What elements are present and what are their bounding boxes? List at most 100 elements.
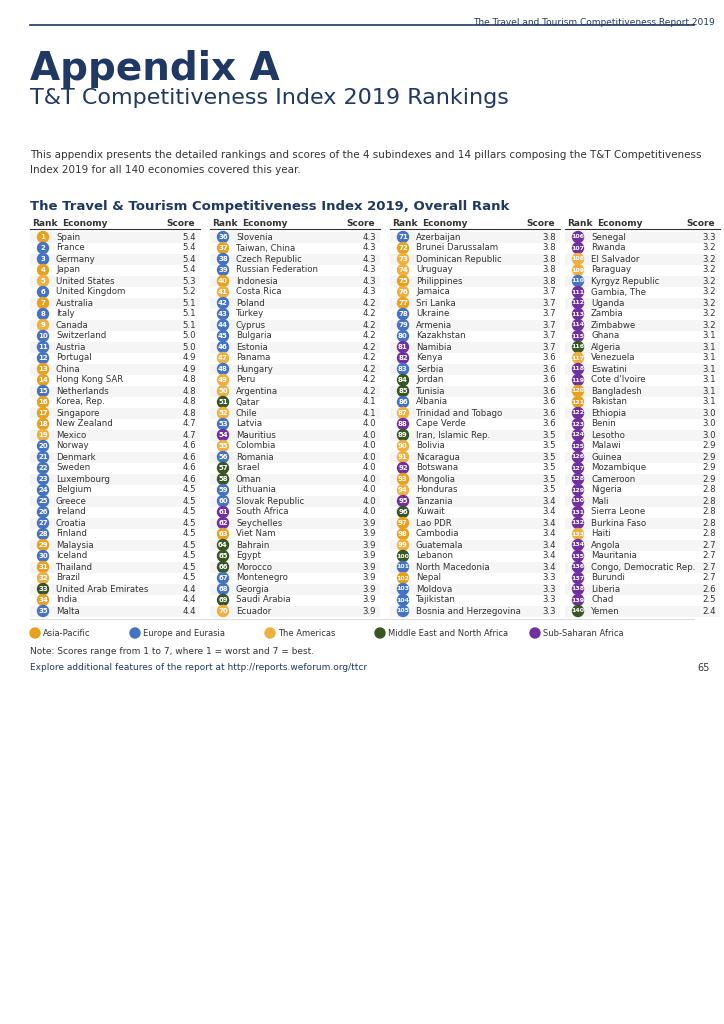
Text: 44: 44	[218, 322, 228, 328]
Circle shape	[38, 352, 49, 364]
Text: 83: 83	[398, 366, 408, 372]
Text: Paraguay: Paraguay	[591, 265, 631, 274]
Text: 4.3: 4.3	[363, 232, 376, 242]
Text: 115: 115	[571, 334, 584, 339]
Text: Philippines: Philippines	[416, 276, 463, 286]
Circle shape	[38, 264, 49, 275]
FancyBboxPatch shape	[390, 473, 560, 484]
Text: 3.6: 3.6	[542, 397, 556, 407]
FancyBboxPatch shape	[30, 385, 200, 396]
Text: 11: 11	[38, 344, 48, 350]
Circle shape	[397, 243, 408, 254]
Text: France: France	[56, 244, 85, 253]
Text: 22: 22	[38, 465, 48, 471]
Circle shape	[397, 473, 408, 484]
Circle shape	[38, 572, 49, 584]
Circle shape	[573, 473, 584, 484]
Text: 2.4: 2.4	[702, 606, 716, 615]
Text: Rank: Rank	[212, 219, 237, 228]
Text: Eswatini: Eswatini	[591, 365, 627, 374]
Circle shape	[397, 540, 408, 551]
Text: Mongolia: Mongolia	[416, 474, 455, 483]
Text: 3.2: 3.2	[702, 288, 716, 297]
Circle shape	[217, 605, 229, 616]
Text: 139: 139	[571, 597, 584, 602]
Text: North Macedonia: North Macedonia	[416, 562, 489, 571]
Text: 3.5: 3.5	[542, 453, 556, 462]
Circle shape	[38, 440, 49, 452]
Text: 21: 21	[38, 454, 48, 460]
FancyBboxPatch shape	[210, 429, 380, 440]
Text: Chile: Chile	[236, 409, 258, 418]
FancyBboxPatch shape	[565, 275, 720, 287]
Circle shape	[38, 561, 49, 572]
Text: 70: 70	[218, 608, 228, 614]
Circle shape	[30, 628, 40, 638]
Text: 132: 132	[571, 520, 584, 525]
FancyBboxPatch shape	[390, 584, 560, 595]
Circle shape	[397, 231, 408, 243]
Text: 3.6: 3.6	[542, 376, 556, 384]
Text: 7: 7	[41, 300, 46, 306]
Text: 4.3: 4.3	[363, 244, 376, 253]
Text: 112: 112	[571, 300, 584, 305]
Text: 55: 55	[218, 443, 228, 449]
Circle shape	[38, 308, 49, 319]
Text: 33: 33	[38, 586, 48, 592]
Text: 111: 111	[571, 290, 584, 295]
Circle shape	[397, 319, 408, 331]
Circle shape	[217, 331, 229, 341]
Text: 3.9: 3.9	[363, 529, 376, 539]
Circle shape	[38, 298, 49, 308]
Circle shape	[573, 341, 584, 352]
FancyBboxPatch shape	[210, 584, 380, 595]
FancyBboxPatch shape	[390, 561, 560, 572]
FancyBboxPatch shape	[565, 408, 720, 419]
Text: 4.0: 4.0	[363, 420, 376, 428]
Text: 91: 91	[398, 454, 408, 460]
Circle shape	[397, 605, 408, 616]
Text: 3.4: 3.4	[542, 552, 556, 560]
Circle shape	[38, 452, 49, 463]
Circle shape	[573, 375, 584, 385]
Text: The Travel & Tourism Competitiveness Index 2019, Overall Rank: The Travel & Tourism Competitiveness Ind…	[30, 200, 510, 213]
Text: Ukraine: Ukraine	[416, 309, 450, 318]
Text: 118: 118	[571, 367, 584, 372]
Text: Albania: Albania	[416, 397, 448, 407]
Text: 137: 137	[571, 575, 584, 581]
Text: 65: 65	[218, 553, 228, 559]
Text: Dominican Republic: Dominican Republic	[416, 255, 502, 263]
Text: 4.3: 4.3	[363, 276, 376, 286]
Text: 3.1: 3.1	[702, 397, 716, 407]
Text: 99: 99	[398, 542, 408, 548]
Text: 64: 64	[218, 542, 228, 548]
Text: 1: 1	[41, 234, 46, 240]
Text: 66: 66	[218, 564, 228, 570]
Text: Nepal: Nepal	[416, 573, 441, 583]
Text: Trinidad and Tobago: Trinidad and Tobago	[416, 409, 502, 418]
Text: 4.4: 4.4	[182, 585, 196, 594]
Text: 120: 120	[571, 388, 584, 393]
Text: Lao PDR: Lao PDR	[416, 518, 452, 527]
FancyBboxPatch shape	[210, 341, 380, 352]
Text: 31: 31	[38, 564, 48, 570]
Circle shape	[217, 319, 229, 331]
Text: 4.3: 4.3	[363, 288, 376, 297]
Text: Kenya: Kenya	[416, 353, 442, 362]
Circle shape	[38, 419, 49, 429]
Text: 100: 100	[397, 554, 410, 558]
Text: 3.5: 3.5	[542, 464, 556, 472]
Text: 32: 32	[38, 575, 48, 581]
FancyBboxPatch shape	[30, 473, 200, 484]
Circle shape	[397, 419, 408, 429]
Text: 3.6: 3.6	[542, 420, 556, 428]
Text: Score: Score	[686, 219, 715, 228]
Text: 85: 85	[398, 388, 408, 394]
FancyBboxPatch shape	[30, 540, 200, 551]
Text: United Arab Emirates: United Arab Emirates	[56, 585, 148, 594]
Circle shape	[573, 231, 584, 243]
Circle shape	[217, 408, 229, 419]
Text: 131: 131	[571, 510, 584, 514]
Text: Malaysia: Malaysia	[56, 541, 93, 550]
Circle shape	[397, 298, 408, 308]
